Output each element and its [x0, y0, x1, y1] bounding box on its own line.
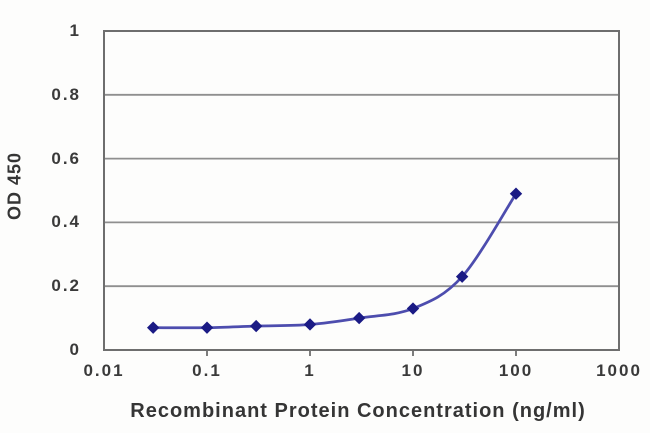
data-point-marker: [352, 311, 366, 325]
data-point-marker: [509, 187, 523, 200]
y-tick-label: 0.4: [51, 212, 81, 232]
y-tick-label: 0.8: [51, 84, 81, 104]
plot-border: [103, 30, 620, 351]
x-axis-title: Recombinant Protein Concentration (ng/ml…: [130, 400, 586, 422]
x-tick-label: 10: [401, 361, 425, 380]
data-point-marker: [249, 319, 263, 333]
data-point-marker: [200, 321, 214, 334]
data-point-marker: [406, 302, 420, 315]
x-tick-label: 100: [498, 361, 534, 380]
x-tick-label: 0.1: [192, 361, 222, 380]
x-tick-label: 0.01: [83, 361, 125, 380]
data-point-marker: [146, 321, 160, 334]
data-point-marker: [455, 270, 469, 283]
y-tick-label: 1: [69, 21, 81, 40]
x-tick-label: 1: [304, 361, 316, 380]
y-tick-label: 0.2: [51, 276, 81, 296]
y-tick-label: 0: [69, 340, 81, 359]
x-tick-label: 1000: [596, 361, 642, 380]
series-line: [151, 192, 518, 330]
data-point-marker: [303, 318, 317, 331]
y-tick-label: 0.6: [51, 148, 81, 168]
y-axis-title: OD 450: [4, 151, 25, 221]
